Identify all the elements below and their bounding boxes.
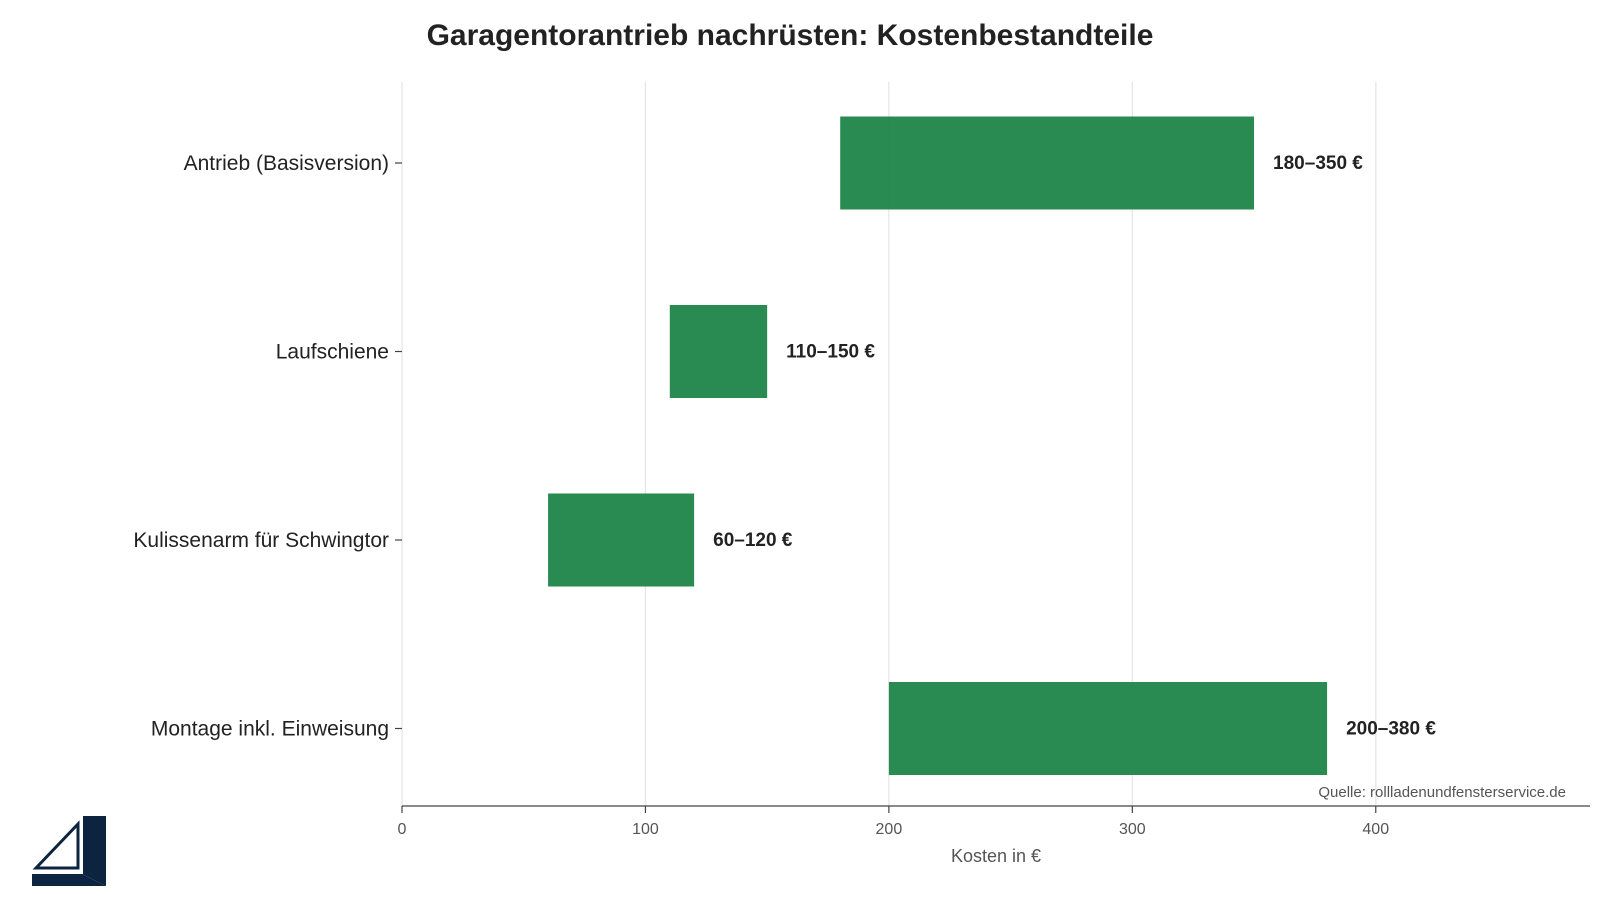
value-label: 110–150 € bbox=[786, 342, 875, 363]
x-tick-label: 200 bbox=[876, 821, 903, 838]
logo-frame-right bbox=[82, 816, 106, 886]
logo-glass-outline bbox=[32, 820, 80, 870]
bar bbox=[888, 682, 1328, 775]
category-label: Laufschiene bbox=[276, 341, 389, 364]
source-note: Quelle: rollladenundfensterservice.de bbox=[1318, 784, 1566, 801]
value-label: 180–350 € bbox=[1273, 153, 1363, 174]
category-labels: Antrieb (Basisversion) Laufschiene Kulisse… bbox=[133, 152, 402, 741]
x-tick-label: 0 bbox=[398, 821, 407, 838]
window-frame-logo bbox=[32, 816, 106, 886]
bar bbox=[840, 116, 1255, 210]
logo-frame-bottom bbox=[32, 874, 106, 886]
chart-title: Garagentorantrieb nachrüsten: Kostenbest… bbox=[427, 19, 1154, 52]
value-label: 200–380 € bbox=[1346, 719, 1436, 740]
bars bbox=[548, 116, 1328, 775]
value-labels: 180–350 € 110–150 € 60–120 € 200–380 € bbox=[713, 153, 1436, 740]
x-tick-label: 100 bbox=[632, 821, 659, 838]
category-label: Montage inkl. Einweisung bbox=[151, 718, 389, 741]
x-axis-title: Kosten in € bbox=[951, 846, 1041, 866]
bar bbox=[548, 493, 695, 587]
category-label: Kulissenarm für Schwingtor bbox=[133, 529, 389, 552]
category-label: Antrieb (Basisversion) bbox=[184, 152, 389, 175]
x-tick-label: 400 bbox=[1362, 821, 1389, 838]
value-label: 60–120 € bbox=[713, 530, 793, 551]
bar bbox=[669, 305, 768, 398]
x-tick-label: 300 bbox=[1119, 821, 1146, 838]
x-ticks: 0 100 200 300 400 bbox=[398, 806, 1389, 838]
